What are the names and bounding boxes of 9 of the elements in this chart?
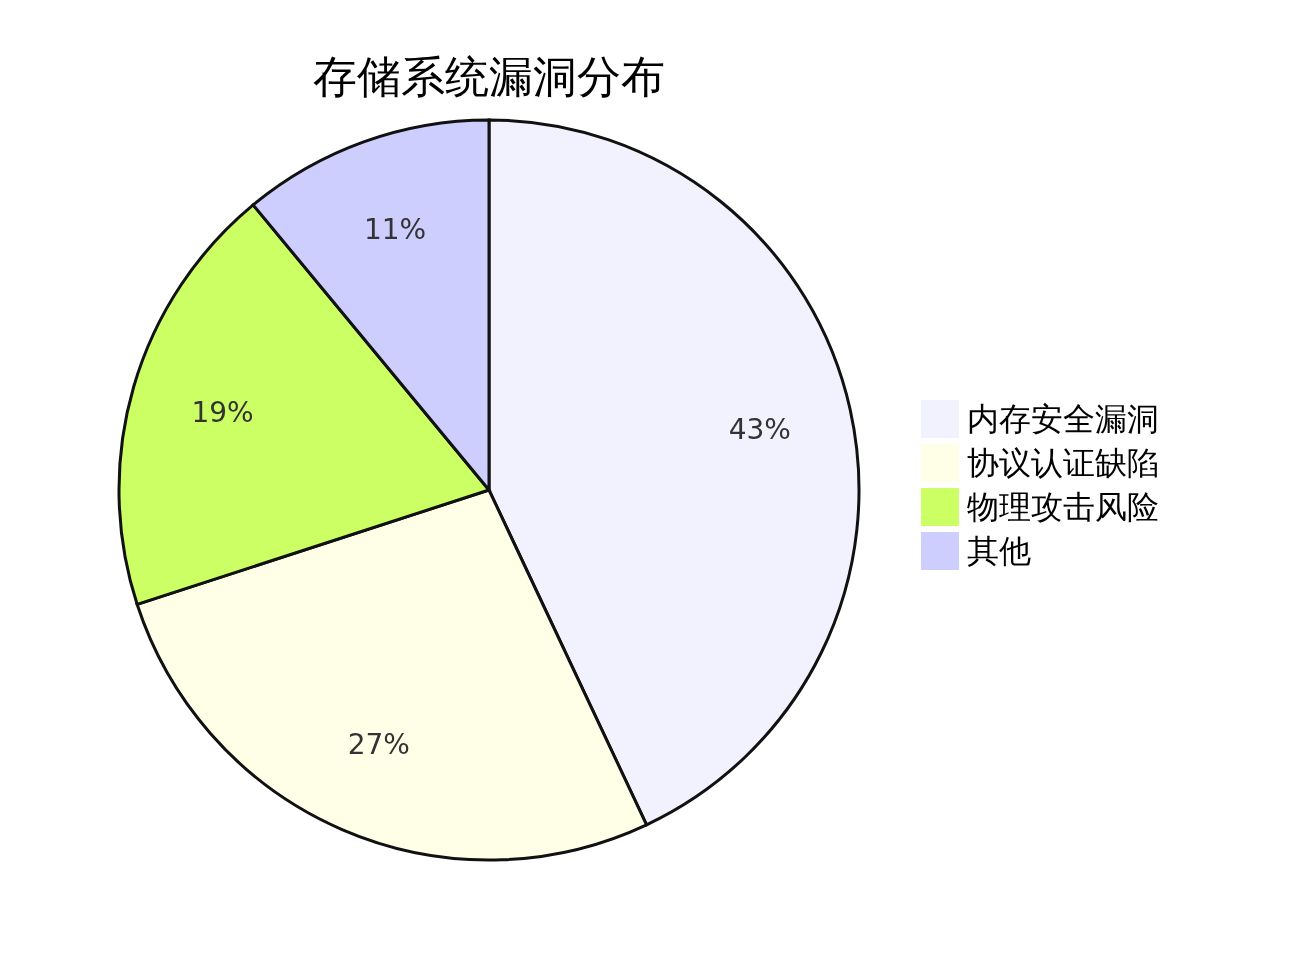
chart-title: 存储系统漏洞分布 <box>313 51 665 102</box>
legend-label: 其他 <box>967 532 1031 571</box>
legend-label: 物理攻击风险 <box>967 488 1159 527</box>
data-label: 11% <box>363 212 427 246</box>
data-label: 27% <box>347 728 410 762</box>
legend-label: 协议认证缺陷 <box>967 444 1159 483</box>
slice-label: 内存安全漏洞 <box>967 400 1159 439</box>
data-label: 19% <box>191 396 254 430</box>
data-label: 43% <box>728 413 791 447</box>
